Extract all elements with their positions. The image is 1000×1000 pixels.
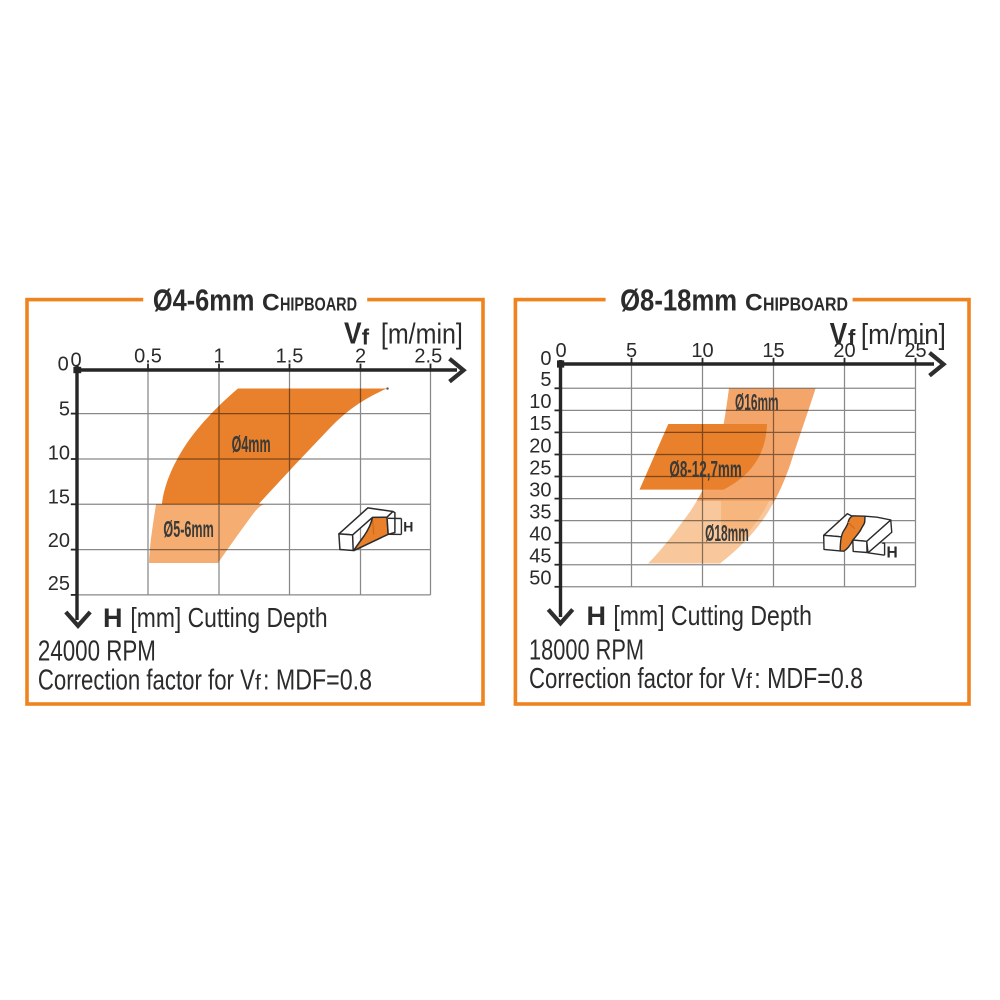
svg-text:10: 10 <box>529 391 551 413</box>
svg-text:20: 20 <box>529 435 551 457</box>
svg-text:: MDF=0.8: : MDF=0.8 <box>754 663 863 695</box>
svg-text:15: 15 <box>529 413 551 435</box>
svg-text:18000 RPM: 18000 RPM <box>529 635 644 667</box>
svg-text:Correction factor for V: Correction factor for V <box>529 663 747 695</box>
svg-text:0: 0 <box>58 354 69 376</box>
svg-text:40: 40 <box>529 524 551 546</box>
svg-text:45: 45 <box>529 546 551 568</box>
svg-text:H: H <box>887 544 898 561</box>
svg-text:Ø8-18mm: Ø8-18mm <box>620 282 737 317</box>
svg-text:HIPBOARD: HIPBOARD <box>763 294 848 314</box>
svg-text:[m/min]: [m/min] <box>381 319 463 351</box>
svg-text:25: 25 <box>529 457 551 479</box>
svg-text:H: H <box>103 603 123 633</box>
svg-text:0: 0 <box>70 350 81 372</box>
svg-text:1: 1 <box>213 346 224 368</box>
svg-text:Correction factor for V: Correction factor for V <box>38 664 256 696</box>
svg-text:[mm] Cutting Depth: [mm] Cutting Depth <box>130 602 327 633</box>
svg-text:50: 50 <box>529 568 551 590</box>
svg-text:20: 20 <box>48 530 70 552</box>
svg-text:HIPBOARD: HIPBOARD <box>280 294 357 314</box>
svg-text:H: H <box>587 601 607 631</box>
svg-text:30: 30 <box>529 479 551 501</box>
svg-text:1.5: 1.5 <box>276 346 304 368</box>
svg-text:0: 0 <box>540 348 551 370</box>
svg-text:10: 10 <box>691 340 713 362</box>
svg-text:Ø18mm: Ø18mm <box>705 520 749 546</box>
svg-text:f: f <box>746 670 752 693</box>
svg-text:10: 10 <box>48 442 70 464</box>
svg-text:20: 20 <box>833 340 855 362</box>
svg-text:Ø8-12,7mm: Ø8-12,7mm <box>669 456 741 482</box>
svg-text:C: C <box>262 289 280 316</box>
svg-text:15: 15 <box>762 340 784 362</box>
svg-text:35: 35 <box>529 501 551 523</box>
svg-text:Ø16mm: Ø16mm <box>735 389 779 415</box>
svg-text:V: V <box>830 316 848 351</box>
svg-text:Ø4-6mm: Ø4-6mm <box>153 282 255 317</box>
svg-text:25: 25 <box>48 573 70 595</box>
svg-text:[mm] Cutting Depth: [mm] Cutting Depth <box>613 600 812 631</box>
svg-text:H: H <box>403 518 413 534</box>
svg-text:5: 5 <box>626 340 637 362</box>
svg-text:f: f <box>362 325 370 350</box>
svg-text:24000 RPM: 24000 RPM <box>38 636 156 668</box>
svg-text:15: 15 <box>48 486 70 508</box>
svg-text:V: V <box>344 316 362 351</box>
svg-text:0: 0 <box>555 340 566 362</box>
svg-text:[m/min]: [m/min] <box>861 319 946 351</box>
svg-text:f: f <box>848 325 856 350</box>
svg-text:2: 2 <box>355 346 366 368</box>
svg-text:0.5: 0.5 <box>134 346 162 368</box>
svg-text:f: f <box>255 671 261 694</box>
svg-text:5: 5 <box>540 369 551 391</box>
svg-text:: MDF=0.8: : MDF=0.8 <box>263 664 372 696</box>
svg-text:Ø5-6mm: Ø5-6mm <box>163 516 213 542</box>
svg-text:Ø4mm: Ø4mm <box>232 431 271 457</box>
svg-text:2.5: 2.5 <box>414 346 442 368</box>
svg-text:5: 5 <box>59 398 70 420</box>
svg-text:C: C <box>745 289 763 316</box>
svg-text:25: 25 <box>904 340 926 362</box>
